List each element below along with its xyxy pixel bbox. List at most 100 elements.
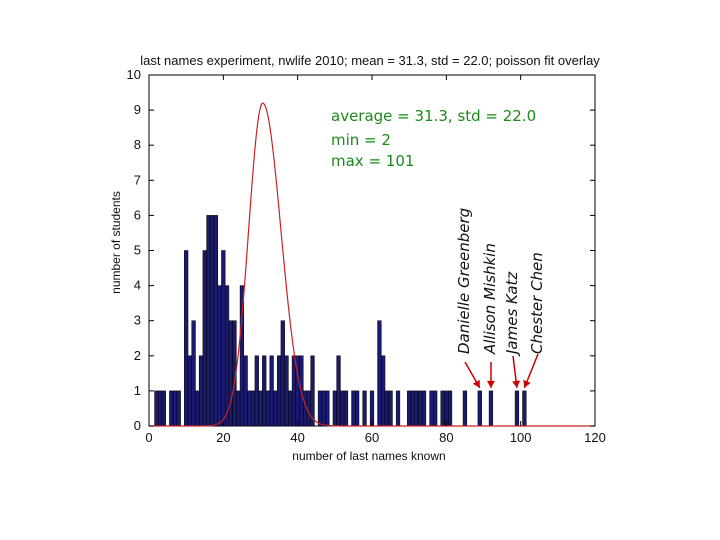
- histogram-bar: [444, 390, 449, 427]
- histogram-bar: [388, 390, 393, 427]
- annotation-arrowhead: [523, 379, 531, 388]
- y-axis-label: number of students: [109, 191, 123, 294]
- histogram-bar: [187, 355, 192, 427]
- histogram-bar: [414, 390, 419, 427]
- histogram-bar: [421, 390, 427, 427]
- stats-max: max = 101: [331, 152, 414, 170]
- histogram-bar: [369, 390, 375, 427]
- histogram-bar: [280, 320, 285, 427]
- histogram-bar: [384, 390, 389, 427]
- y-tick-label: 3: [134, 313, 141, 328]
- y-tick-label: 1: [134, 383, 141, 398]
- annotation-label: Danielle Greenberg: [455, 208, 473, 354]
- histogram-bar: [198, 355, 204, 427]
- ticks-layer: 0 20 40 60 80 100 120 0 1 2 3 4 5 6 7 8 9 10: [127, 67, 606, 445]
- histogram-bar: [377, 320, 382, 427]
- y-tick-label: 8: [134, 137, 141, 152]
- y-tick-label: 0: [134, 418, 141, 433]
- histogram-bar: [447, 390, 453, 427]
- x-tick-label: 100: [510, 430, 532, 445]
- histogram-bar: [321, 390, 326, 427]
- y-tick-label: 10: [127, 67, 141, 82]
- bars-layer: [154, 215, 527, 427]
- annotation-arrowhead: [472, 379, 480, 388]
- annotation-label: Allison Mishkin: [481, 243, 499, 355]
- y-tick-label: 9: [134, 102, 141, 117]
- histogram-bar: [488, 390, 494, 427]
- histogram-bar: [154, 390, 159, 427]
- histogram-bar: [288, 390, 293, 427]
- histogram-bar: [462, 390, 468, 427]
- x-tick-label: 20: [216, 430, 230, 445]
- histogram-bar: [228, 320, 233, 427]
- histogram-bar: [284, 355, 289, 427]
- histogram-bar: [221, 250, 226, 427]
- histogram-bar: [217, 285, 222, 427]
- histogram-bar: [195, 390, 200, 427]
- x-tick-label: 120: [584, 430, 606, 445]
- histogram-bar: [250, 390, 256, 427]
- histogram-bar: [243, 355, 248, 427]
- histogram-bar: [276, 355, 282, 427]
- histogram-bar: [258, 390, 263, 427]
- histogram-bar: [262, 355, 267, 427]
- histogram-bar: [224, 285, 230, 427]
- y-tick-label: 7: [134, 172, 141, 187]
- histogram-bar: [265, 390, 271, 427]
- histogram-bar: [310, 355, 315, 427]
- histogram-bar: [355, 390, 360, 427]
- histogram-bar: [381, 355, 386, 427]
- histogram-bar: [477, 390, 482, 427]
- histogram-bar: [273, 390, 278, 427]
- histogram-bar: [184, 250, 189, 427]
- histogram-bar: [362, 390, 367, 427]
- histogram-bar: [158, 390, 163, 427]
- histogram-bar: [291, 355, 297, 427]
- histogram-bar: [206, 215, 211, 427]
- histogram-bar: [254, 355, 259, 427]
- histogram-bar: [269, 355, 274, 427]
- histogram-bar: [172, 390, 178, 427]
- histogram-bar: [340, 390, 345, 427]
- y-tick-label: 2: [134, 348, 141, 363]
- histogram-bar: [410, 390, 415, 427]
- histogram-bar: [236, 390, 241, 427]
- x-tick-label: 60: [365, 430, 379, 445]
- stats-average: average = 31.3, std = 22.0: [331, 107, 536, 125]
- histogram-bar: [433, 390, 438, 427]
- histogram-bar: [514, 390, 520, 427]
- histogram-bar: [440, 390, 445, 427]
- histogram-bar: [317, 390, 323, 427]
- y-tick-label: 6: [134, 207, 141, 222]
- histogram-bar: [351, 390, 356, 427]
- histogram-bar: [522, 390, 527, 427]
- annotation-arrowhead: [486, 380, 495, 388]
- histogram-bar: [161, 390, 166, 427]
- y-tick-label: 5: [134, 243, 141, 258]
- histogram-bar: [169, 390, 174, 427]
- histogram-bar: [202, 250, 207, 427]
- annotations-layer: Danielle Greenberg Allison Mishkin James K…: [455, 208, 546, 389]
- x-axis-label: number of last names known: [292, 449, 445, 463]
- annotation-label: Chester Chen: [528, 252, 546, 354]
- histogram-bar: [176, 390, 181, 427]
- histogram-bar: [191, 320, 196, 427]
- x-tick-label: 80: [439, 430, 453, 445]
- annotation-arrowhead: [512, 380, 521, 388]
- histogram-bar: [343, 390, 349, 427]
- chart-title: last names experiment, nwlife 2010; mean…: [140, 53, 600, 68]
- histogram-bar: [332, 390, 337, 427]
- histogram-bar: [418, 390, 423, 427]
- histogram-bar: [210, 215, 215, 427]
- histogram-bar: [407, 390, 412, 427]
- histogram-bar: [247, 390, 252, 427]
- x-tick-label: 40: [290, 430, 304, 445]
- histogram-bar: [213, 215, 219, 427]
- histogram-bar: [395, 390, 401, 427]
- x-tick-label: 0: [145, 430, 152, 445]
- annotation-label: James Katz: [503, 271, 521, 357]
- histogram-bar: [306, 390, 311, 427]
- histogram-bar: [429, 390, 434, 427]
- y-tick-label: 4: [134, 278, 141, 293]
